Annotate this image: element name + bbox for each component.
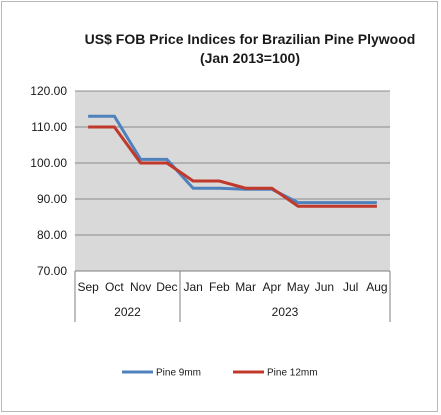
y-tick-label: 80.00 <box>37 228 67 242</box>
x-tick-label: Sep <box>77 280 99 294</box>
y-tick-label: 120.00 <box>30 84 67 98</box>
x-tick-label: Jul <box>343 280 358 294</box>
y-tick-label: 100.00 <box>30 156 67 170</box>
axes: 70.00 80.00 90.00 100.00 110.00 120.00 Sep Oct N… <box>30 84 391 322</box>
x-tick-label: Jun <box>315 280 334 294</box>
legend-label: Pine 9mm <box>156 368 201 379</box>
x-tick-label: May <box>287 280 310 294</box>
x-tick-label: Oct <box>105 280 124 294</box>
x-group-label: 2022 <box>114 305 141 319</box>
plot-area <box>75 91 390 271</box>
y-tick-label: 70.00 <box>37 264 67 278</box>
legend: Pine 9mm Pine 12mm <box>122 368 318 379</box>
x-group-label: 2023 <box>272 305 299 319</box>
legend-label: Pine 12mm <box>267 368 318 379</box>
series-line-pine-12mm <box>88 125 377 208</box>
chart-subtitle: (Jan 2013=100) <box>199 50 301 66</box>
x-tick-label: Nov <box>130 280 151 294</box>
x-tick-label: Dec <box>156 280 177 294</box>
x-tick-label: Feb <box>209 280 230 294</box>
chart-title: US$ FOB Price Indices for Brazilian Pine… <box>84 31 416 47</box>
x-tick-label: Aug <box>366 280 387 294</box>
series-lines <box>88 114 377 208</box>
y-tick-label: 90.00 <box>37 192 67 206</box>
x-tick-label: Mar <box>235 280 256 294</box>
series-line-pine-9mm <box>88 114 377 205</box>
x-tick-label: Jan <box>183 280 202 294</box>
x-tick-label: Apr <box>263 280 282 294</box>
y-tick-label: 110.00 <box>31 120 67 134</box>
